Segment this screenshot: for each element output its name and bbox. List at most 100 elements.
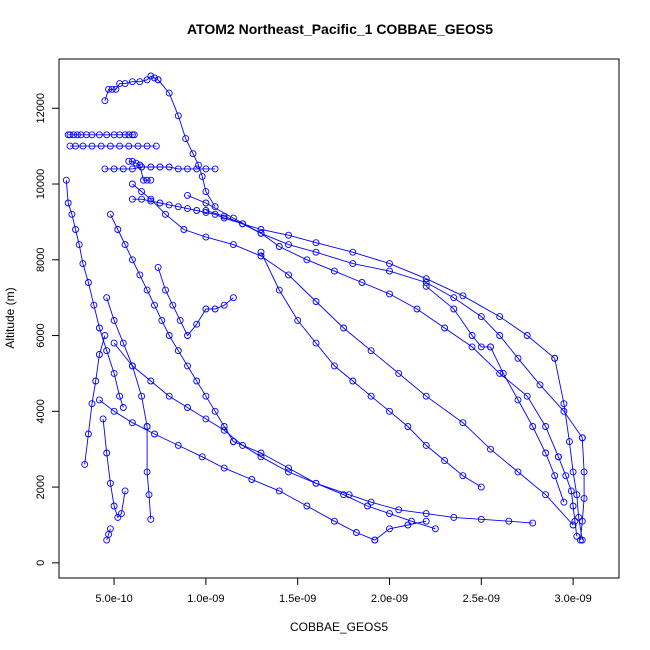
profile-3 bbox=[101, 72, 162, 105]
y-axis: 0 2000 4000 6000 8000 10000 12000 bbox=[35, 93, 59, 566]
data-point bbox=[560, 407, 568, 415]
data-point bbox=[125, 142, 133, 150]
profile-line bbox=[132, 198, 555, 359]
data-point bbox=[459, 419, 467, 427]
data-point bbox=[202, 207, 210, 214]
data-point bbox=[184, 332, 191, 339]
data-point bbox=[64, 199, 72, 207]
data-point bbox=[477, 483, 485, 491]
data-point bbox=[257, 229, 265, 237]
data-point bbox=[62, 176, 70, 184]
data-point bbox=[154, 76, 162, 84]
data-point bbox=[193, 165, 201, 173]
data-point bbox=[554, 453, 562, 461]
data-point bbox=[184, 205, 191, 213]
data-point bbox=[165, 163, 173, 171]
data-point bbox=[422, 517, 430, 525]
data-point bbox=[220, 301, 228, 309]
profile-line bbox=[102, 418, 126, 519]
data-point bbox=[174, 347, 182, 355]
data-point bbox=[303, 502, 311, 510]
profile-13 bbox=[576, 434, 588, 544]
data-point bbox=[285, 468, 292, 476]
data-point bbox=[211, 305, 219, 313]
data-point bbox=[101, 165, 109, 173]
data-point bbox=[151, 74, 158, 82]
profile-line bbox=[260, 252, 482, 488]
data-point bbox=[147, 72, 155, 80]
data-point bbox=[88, 142, 96, 150]
data-point bbox=[239, 441, 247, 449]
data-point bbox=[202, 415, 210, 423]
data-point bbox=[162, 210, 169, 218]
data-point bbox=[229, 241, 237, 249]
data-point bbox=[119, 404, 127, 411]
data-point bbox=[542, 491, 550, 499]
data-point bbox=[312, 479, 320, 487]
data-point bbox=[75, 241, 83, 249]
data-point bbox=[90, 301, 98, 309]
data-point bbox=[68, 210, 76, 218]
data-point bbox=[364, 502, 371, 510]
plot-frame bbox=[58, 58, 620, 579]
data-point bbox=[121, 131, 129, 139]
profile-8 bbox=[128, 195, 559, 362]
data-point bbox=[202, 188, 210, 196]
data-point bbox=[571, 517, 579, 525]
data-point bbox=[140, 176, 147, 184]
data-point bbox=[386, 260, 393, 268]
data-point bbox=[569, 502, 577, 510]
data-point bbox=[121, 487, 129, 495]
data-point bbox=[367, 498, 375, 506]
profile-line bbox=[233, 441, 533, 524]
data-point bbox=[367, 392, 375, 400]
data-point bbox=[105, 85, 113, 93]
data-point bbox=[340, 324, 348, 332]
profile-4 bbox=[154, 76, 219, 211]
data-point bbox=[110, 316, 118, 324]
chart-title: ATOM2 Northeast_Pacific_1 COBBAE_GEOS5 bbox=[187, 21, 493, 37]
data-point bbox=[352, 529, 360, 536]
data-point bbox=[551, 472, 559, 480]
profile-9 bbox=[551, 354, 586, 544]
data-point bbox=[349, 248, 357, 256]
profile-line bbox=[554, 358, 583, 541]
data-point bbox=[211, 407, 219, 415]
data-point bbox=[143, 76, 151, 84]
data-point bbox=[575, 513, 583, 521]
data-point bbox=[193, 207, 201, 214]
data-point bbox=[88, 400, 96, 408]
profile-18 bbox=[95, 396, 379, 544]
data-point bbox=[103, 131, 111, 139]
data-point bbox=[330, 362, 338, 370]
data-point bbox=[128, 195, 136, 203]
x-tick-label: 1.0e-09 bbox=[187, 593, 224, 605]
data-point bbox=[99, 415, 107, 423]
data-point bbox=[128, 256, 136, 264]
data-point bbox=[529, 423, 537, 430]
data-point bbox=[330, 267, 338, 275]
data-point bbox=[413, 305, 421, 313]
data-point bbox=[81, 460, 89, 468]
data-point bbox=[312, 239, 320, 247]
data-point bbox=[542, 449, 550, 457]
data-point bbox=[138, 195, 146, 203]
data-point bbox=[477, 313, 485, 321]
data-point bbox=[134, 142, 142, 150]
data-point bbox=[182, 135, 190, 143]
profile-21 bbox=[143, 423, 155, 523]
data-point bbox=[285, 271, 292, 279]
data-point bbox=[128, 131, 136, 139]
profile-line bbox=[113, 342, 436, 530]
x-tick-label: 3.0e-09 bbox=[554, 593, 591, 605]
data-point bbox=[88, 131, 96, 139]
data-point bbox=[202, 305, 210, 313]
data-point bbox=[165, 201, 173, 209]
data-point bbox=[95, 396, 103, 404]
data-point bbox=[195, 161, 202, 169]
data-point bbox=[176, 316, 184, 324]
x-tick-label: 5.0e-10 bbox=[95, 593, 132, 605]
data-point bbox=[569, 468, 577, 476]
data-point bbox=[103, 294, 111, 302]
data-point bbox=[468, 343, 476, 351]
